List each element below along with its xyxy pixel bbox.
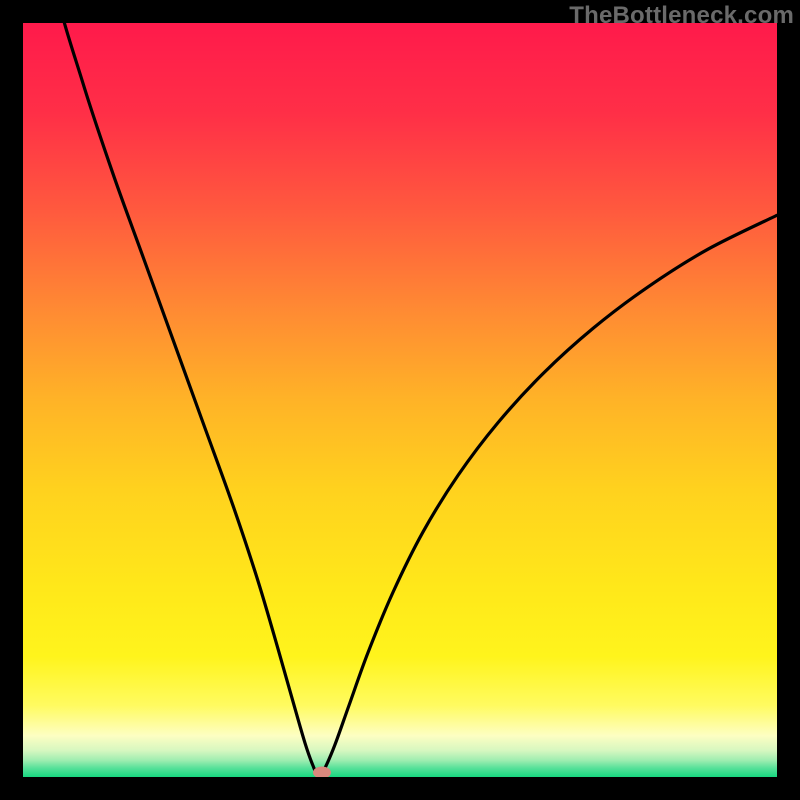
chart-container: TheBottleneck.com — [0, 0, 800, 800]
gradient-background — [23, 23, 777, 777]
watermark-text: TheBottleneck.com — [569, 2, 794, 30]
chart-svg — [23, 23, 777, 777]
plot-area — [23, 23, 777, 777]
